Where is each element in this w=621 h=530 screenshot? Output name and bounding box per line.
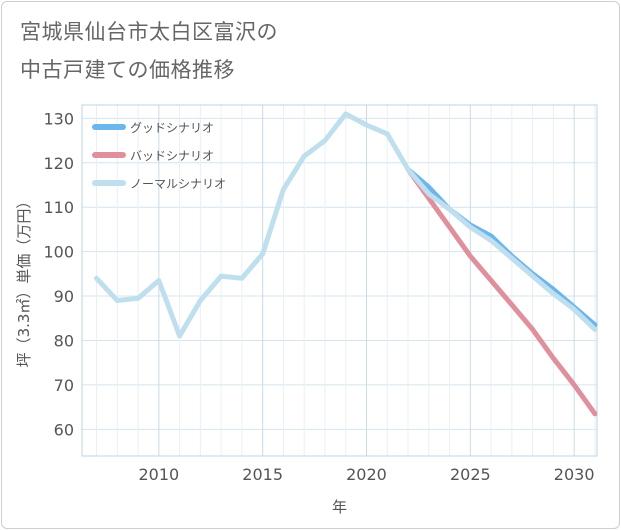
x-axis-label: 年	[332, 498, 347, 516]
y-tick-label: 120	[43, 154, 74, 173]
plot-border	[81, 104, 598, 457]
y-tick-label: 80	[54, 331, 74, 350]
series-line-0	[405, 166, 598, 328]
y-tick-label: 60	[54, 420, 74, 439]
y-axis-ticks: 60 70 80 90 100 110 120 130	[43, 109, 74, 439]
series-lines	[94, 111, 598, 417]
legend-label: バッドシナリオ	[130, 149, 214, 163]
x-tick-label: 2030	[554, 465, 595, 484]
x-tick-label: 2020	[346, 465, 387, 484]
x-tick-label: 2010	[138, 465, 179, 484]
x-tick-label: 2025	[450, 465, 491, 484]
grid	[81, 104, 598, 457]
series-line-2	[94, 111, 598, 339]
chart-title-line-1: 宮城県仙台市太白区富沢の	[20, 20, 278, 44]
y-tick-label: 110	[43, 198, 74, 217]
series-line-1	[405, 166, 598, 417]
legend-label: ノーマルシナリオ	[130, 177, 226, 191]
y-tick-label: 90	[54, 287, 74, 306]
x-axis-ticks: 2010 2015 2020 2025 2030	[138, 465, 594, 484]
x-tick-label: 2015	[242, 465, 283, 484]
legend-label: グッドシナリオ	[130, 121, 214, 135]
chart-title-line-2: 中古戸建ての価格推移	[20, 58, 235, 82]
y-axis-label: 坪（3.3㎡）単価（万円）	[15, 194, 33, 368]
plot-area	[82, 105, 597, 456]
y-tick-label: 100	[43, 243, 74, 262]
y-tick-label: 130	[43, 109, 74, 128]
y-tick-label: 70	[54, 376, 74, 395]
